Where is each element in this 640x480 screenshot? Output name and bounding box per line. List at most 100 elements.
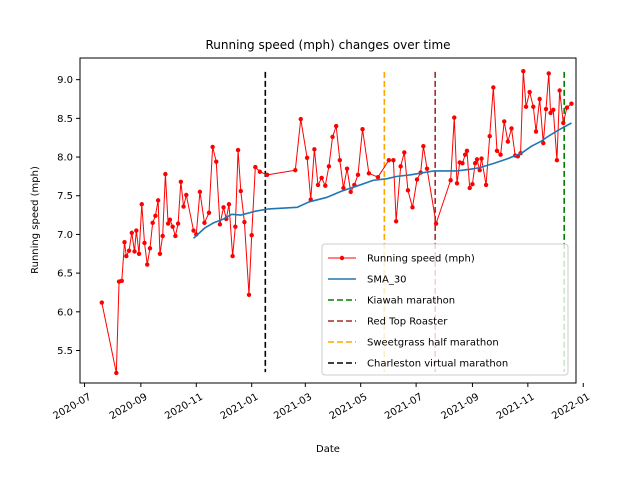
- data-point: [474, 157, 480, 162]
- data-point: [330, 134, 335, 140]
- chart-title: Running speed (mph) changes over time: [205, 38, 450, 52]
- data-point: [421, 144, 426, 149]
- data-point: [206, 210, 212, 215]
- data-point: [483, 182, 489, 188]
- data-point: [487, 133, 492, 139]
- data-point: [242, 219, 247, 225]
- legend-label: SMA_30: [367, 275, 407, 286]
- data-point: [386, 157, 392, 163]
- legend-entry: Kiawah marathon: [328, 296, 455, 307]
- data-point: [537, 96, 542, 102]
- legend-marker: [339, 255, 345, 261]
- data-point: [304, 155, 310, 161]
- data-point: [230, 253, 235, 259]
- data-point: [491, 85, 496, 90]
- data-point: [467, 185, 472, 191]
- data-point: [312, 147, 317, 152]
- data-point: [319, 175, 324, 181]
- data-point: [221, 205, 226, 210]
- data-point: [264, 172, 270, 178]
- data-point: [170, 224, 175, 229]
- data-point: [509, 126, 514, 131]
- data-point: [460, 161, 465, 166]
- data-point: [341, 185, 346, 191]
- data-point: [477, 168, 482, 173]
- data-point: [202, 220, 207, 226]
- data-point: [246, 292, 252, 297]
- data-point: [235, 147, 241, 153]
- data-point: [126, 248, 132, 253]
- data-point: [375, 174, 381, 180]
- data-point: [569, 101, 574, 106]
- y-axis-label: Running speed (mph): [30, 166, 41, 274]
- data-point: [462, 152, 468, 157]
- data-point: [298, 116, 303, 122]
- data-point: [132, 249, 137, 254]
- data-point: [181, 204, 186, 209]
- y-tick-label: 9.0: [57, 75, 73, 86]
- data-point: [142, 240, 147, 246]
- data-point: [124, 253, 129, 259]
- data-point: [366, 171, 372, 176]
- data-point: [191, 228, 196, 233]
- legend-label: Running speed (mph): [367, 254, 475, 265]
- data-point: [157, 251, 163, 256]
- data-point: [546, 71, 551, 76]
- data-point: [122, 239, 127, 245]
- data-point: [257, 169, 263, 174]
- data-point: [326, 164, 332, 169]
- data-point: [464, 148, 470, 154]
- series-line-running-speed-mph: [101, 70, 572, 374]
- data-point: [410, 205, 415, 210]
- data-point: [543, 106, 549, 112]
- data-point: [494, 148, 500, 154]
- data-point: [197, 189, 203, 195]
- data-point: [533, 129, 539, 134]
- data-point: [210, 144, 215, 150]
- y-tick-label: 6.5: [57, 269, 73, 280]
- y-tick-label: 5.5: [57, 346, 73, 357]
- data-point: [153, 213, 158, 219]
- x-axis-label: Date: [316, 444, 340, 455]
- data-point: [184, 192, 189, 198]
- data-point: [175, 221, 181, 226]
- data-point: [433, 221, 439, 226]
- legend: Running speed (mph) SMA_30 Kiawah marathon…: [321, 243, 569, 376]
- data-point: [249, 233, 254, 238]
- data-point: [554, 157, 560, 163]
- data-point: [502, 119, 507, 124]
- data-point: [226, 202, 232, 207]
- legend-entry: Red Top Roaster: [328, 317, 448, 328]
- legend-label: Red Top Roaster: [367, 317, 448, 328]
- data-point: [233, 224, 238, 229]
- data-point: [393, 219, 399, 224]
- data-point: [360, 126, 365, 132]
- data-point: [405, 188, 411, 193]
- legend-entry: Charleston virtual marathon: [328, 359, 508, 370]
- data-point: [136, 251, 142, 256]
- data-point: [337, 157, 343, 163]
- data-point: [163, 171, 168, 177]
- data-point: [150, 220, 155, 226]
- legend-label: Kiawah marathon: [367, 296, 455, 307]
- data-point: [119, 278, 124, 284]
- plot-area-frame: [79, 57, 577, 384]
- data-point: [548, 110, 553, 116]
- y-tick-label: 7.5: [57, 191, 73, 202]
- legend-entry: Running speed (mph): [328, 254, 475, 265]
- y-tick-label: 7.0: [57, 230, 73, 241]
- data-point: [217, 222, 223, 227]
- data-point: [424, 166, 430, 171]
- data-point: [167, 217, 173, 222]
- legend-box: [321, 243, 569, 376]
- data-point: [323, 183, 328, 188]
- data-point: [531, 104, 536, 109]
- data-point: [139, 202, 144, 207]
- data-point: [315, 182, 321, 188]
- y-tick-label: 8.0: [57, 153, 73, 164]
- data-point: [134, 228, 139, 233]
- data-point: [472, 161, 478, 166]
- data-point: [414, 177, 420, 182]
- data-point: [293, 168, 298, 173]
